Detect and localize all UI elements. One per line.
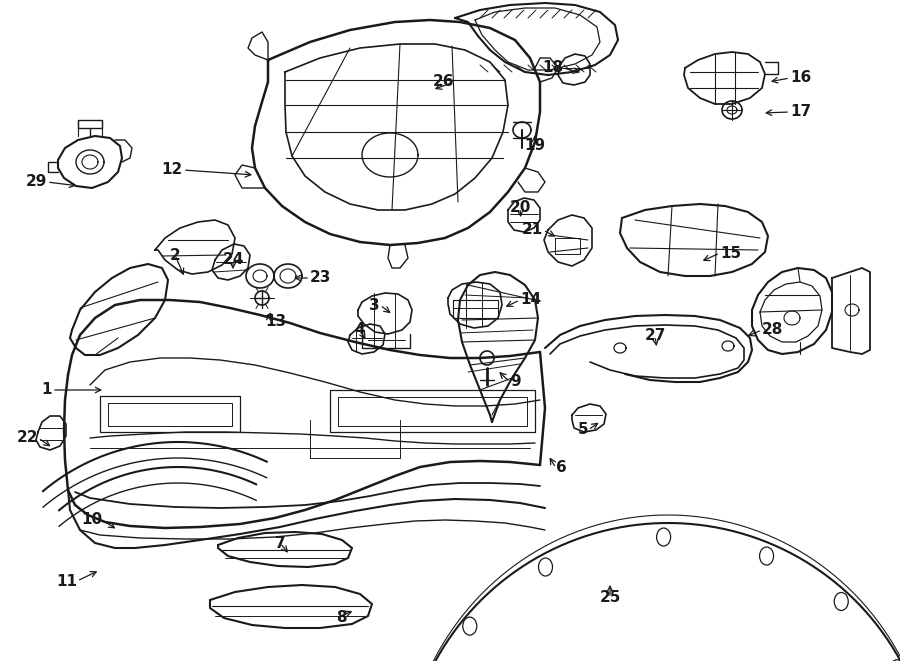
Text: 14: 14 — [520, 293, 541, 307]
Text: 13: 13 — [265, 315, 286, 329]
Text: 19: 19 — [525, 137, 545, 153]
Ellipse shape — [890, 660, 900, 661]
Text: 28: 28 — [762, 323, 783, 338]
Text: 12: 12 — [162, 163, 183, 178]
Text: 6: 6 — [556, 461, 567, 475]
Text: 29: 29 — [25, 175, 47, 190]
Ellipse shape — [538, 558, 553, 576]
Text: 18: 18 — [542, 61, 563, 75]
Text: 17: 17 — [790, 104, 811, 120]
Text: 21: 21 — [522, 223, 543, 237]
Text: 11: 11 — [56, 574, 77, 588]
Text: 2: 2 — [169, 247, 180, 262]
Ellipse shape — [834, 592, 848, 611]
Ellipse shape — [760, 547, 774, 565]
Text: 25: 25 — [599, 590, 621, 605]
Text: 26: 26 — [433, 75, 454, 89]
Text: 8: 8 — [336, 611, 346, 625]
Ellipse shape — [463, 617, 477, 635]
Text: 15: 15 — [720, 245, 741, 260]
Text: 9: 9 — [510, 375, 520, 389]
Text: 10: 10 — [81, 512, 102, 527]
Text: 27: 27 — [644, 329, 666, 344]
Text: 3: 3 — [369, 297, 380, 313]
Text: 20: 20 — [509, 200, 531, 215]
Text: 4: 4 — [355, 323, 365, 338]
Ellipse shape — [657, 528, 670, 546]
Text: 16: 16 — [790, 71, 811, 85]
Text: 5: 5 — [578, 422, 588, 438]
Text: 7: 7 — [274, 535, 285, 551]
Text: 24: 24 — [222, 253, 244, 268]
Text: 1: 1 — [41, 383, 52, 397]
Text: 23: 23 — [310, 270, 331, 286]
Text: 22: 22 — [16, 430, 38, 446]
